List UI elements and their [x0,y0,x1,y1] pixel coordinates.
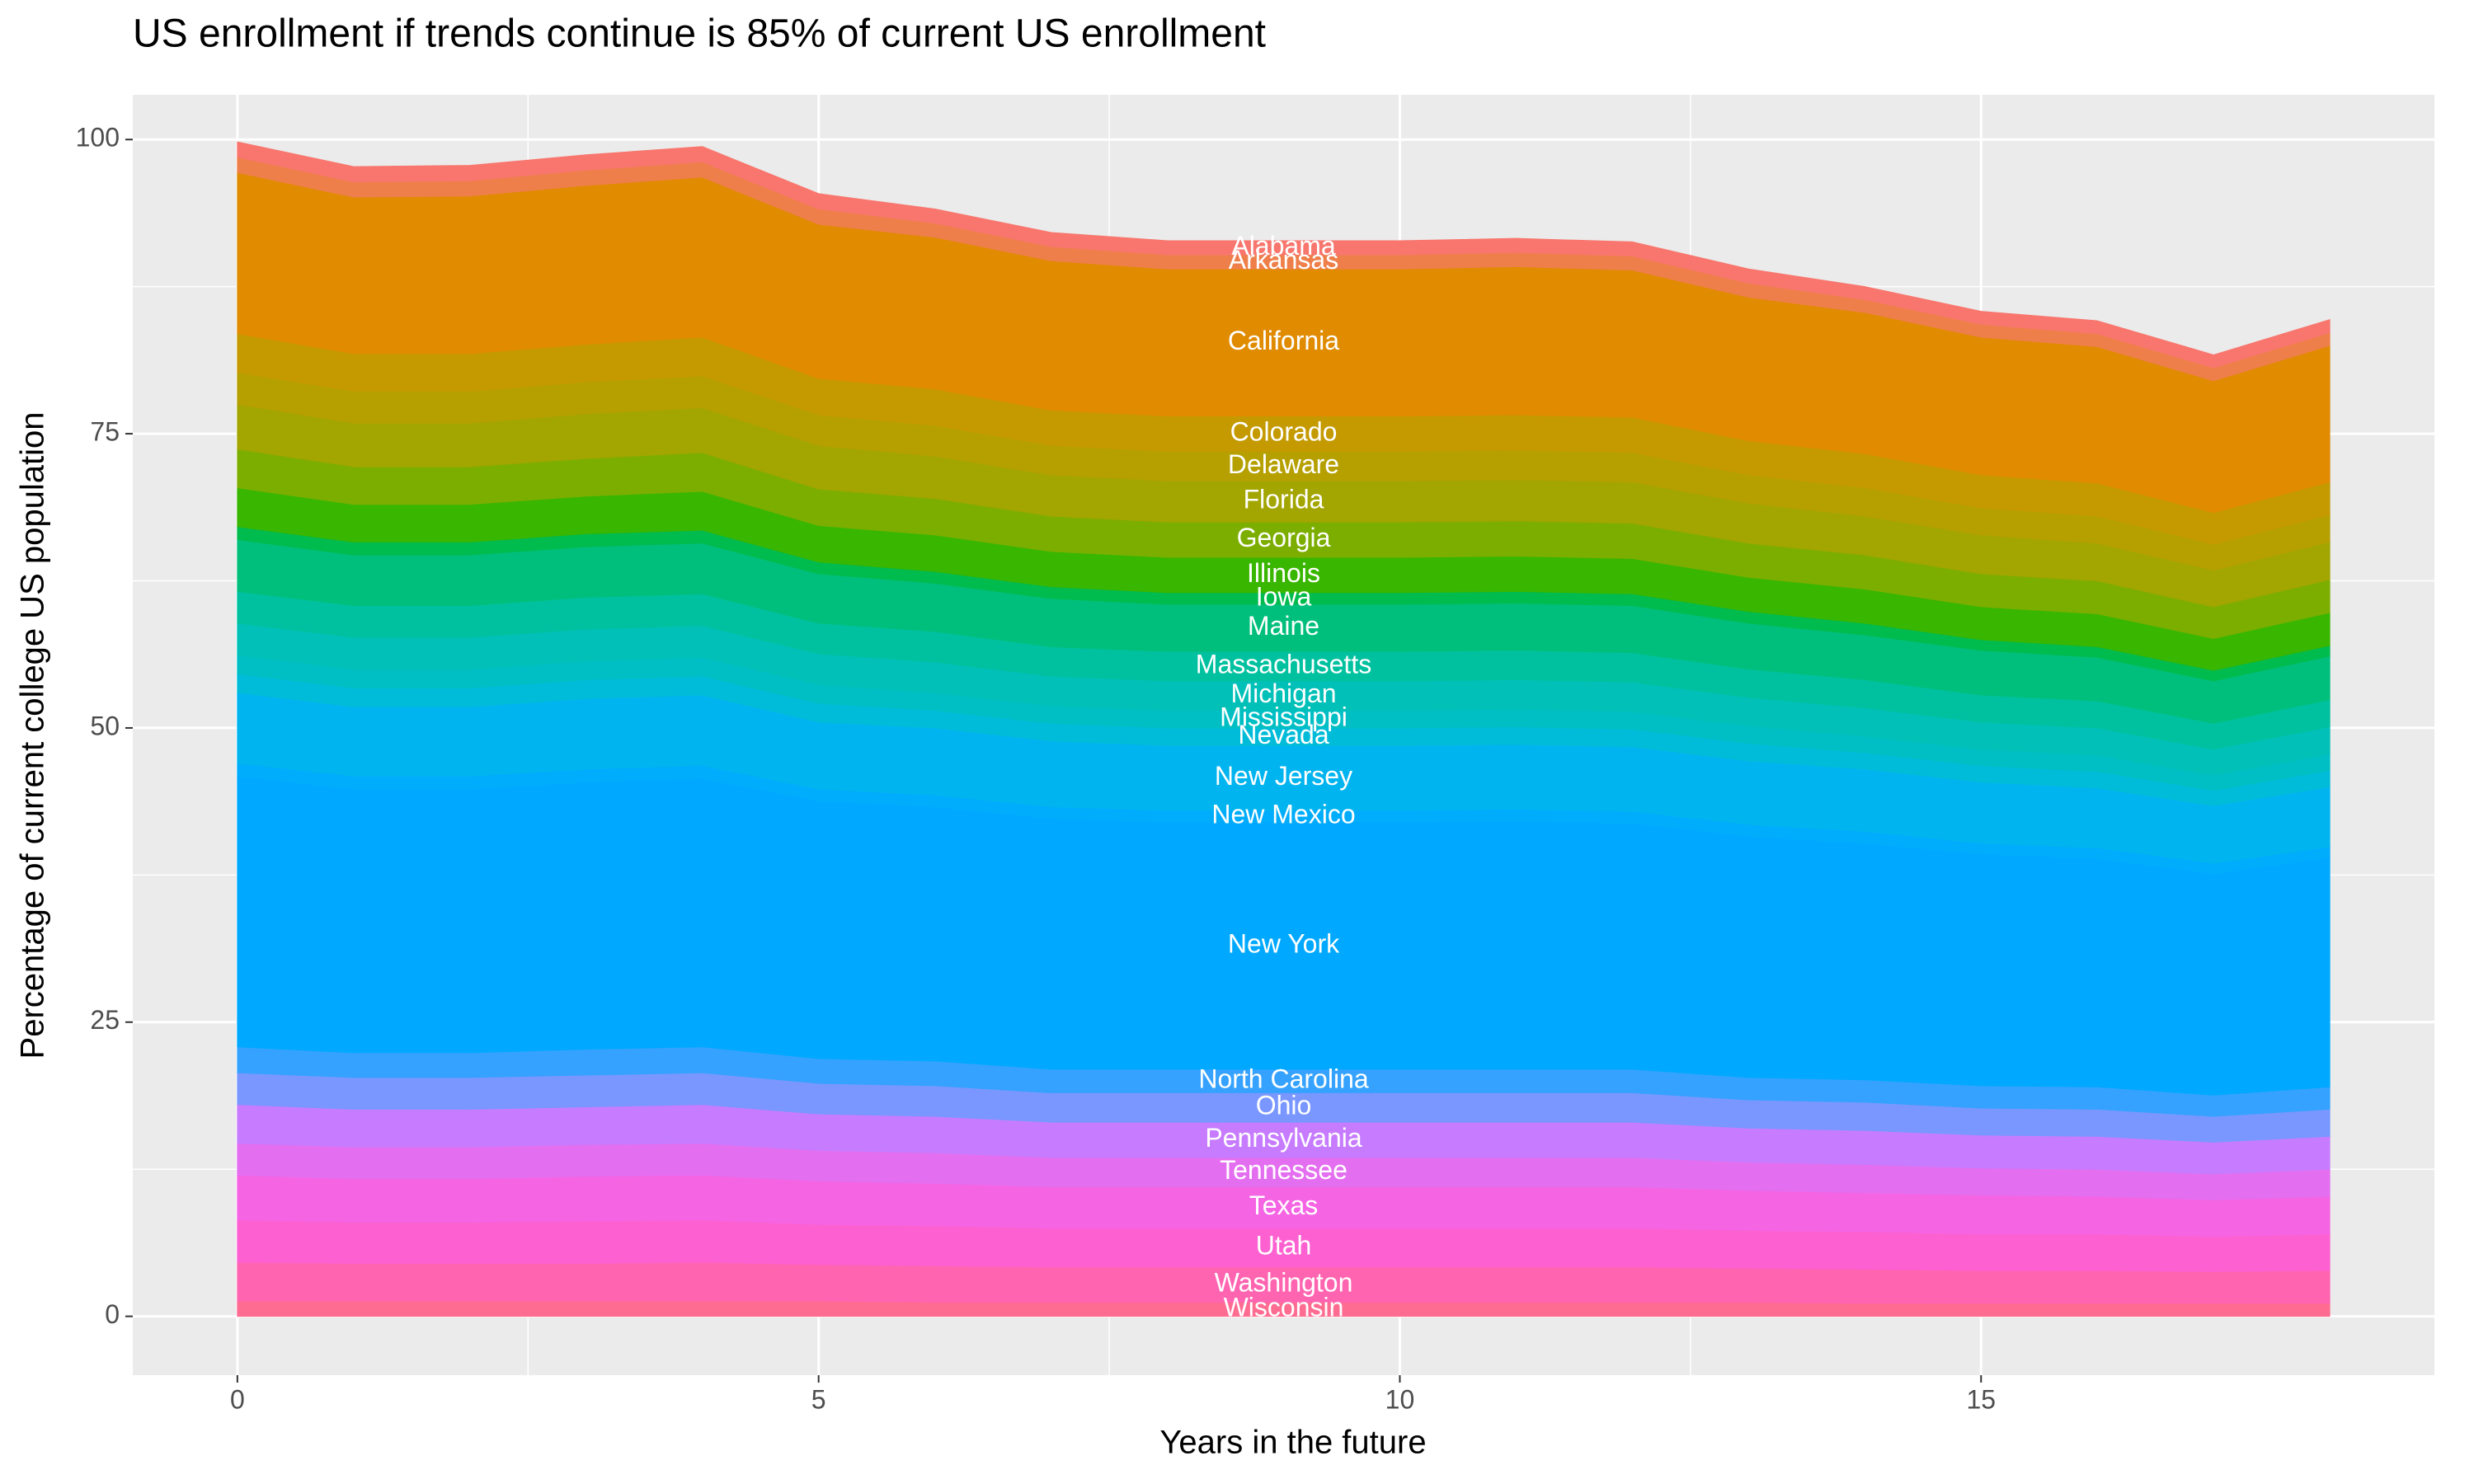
series-label: Alabama [1231,231,1336,261]
series-label: Mississippi [1220,702,1348,732]
series-label: New York [1228,928,1340,958]
series-label: Iowa [1256,581,1312,611]
y-tick-label: 75 [90,417,120,447]
x-tick-label: 10 [1385,1384,1415,1414]
series-label: Massachusetts [1196,649,1371,679]
series-label: New Jersey [1215,761,1352,791]
chart-title: US enrollment if trends continue is 85% … [133,12,1266,56]
series-label: Florida [1244,485,1324,514]
y-tick-label: 0 [105,1299,120,1329]
y-axis-label: Percentage of current college US populat… [15,412,51,1059]
series-label: Texas [1249,1190,1319,1220]
series-label: Nevada [1238,720,1329,749]
series-label: Delaware [1228,449,1339,479]
x-tick-label: 15 [1966,1384,1996,1414]
area [237,141,2331,369]
y-tick-label: 25 [90,1005,120,1035]
series-label: Tennessee [1220,1155,1348,1185]
series-label: North Carolina [1198,1064,1369,1094]
x-tick-label: 5 [811,1384,826,1414]
y-tick-label: 100 [76,123,120,153]
series-label: Ohio [1256,1091,1312,1120]
series-label: Maine [1248,611,1319,641]
series-label: Georgia [1237,523,1331,552]
y-tick-label: 50 [90,711,120,740]
series-label: Wisconsin [1224,1293,1344,1322]
series-label: Utah [1256,1231,1312,1261]
series-label: Illinois [1247,558,1320,588]
series-label: New Mexico [1211,799,1355,829]
x-axis-label: Years in the future [1159,1425,1426,1461]
series-label: Pennsylvania [1205,1123,1362,1153]
series-label: Washington [1215,1268,1353,1298]
series-label: Colorado [1230,417,1338,447]
series-label: Arkansas [1229,245,1338,275]
series-label: Michigan [1230,679,1336,708]
x-tick-label: 0 [230,1384,245,1414]
series-label: California [1228,326,1339,355]
